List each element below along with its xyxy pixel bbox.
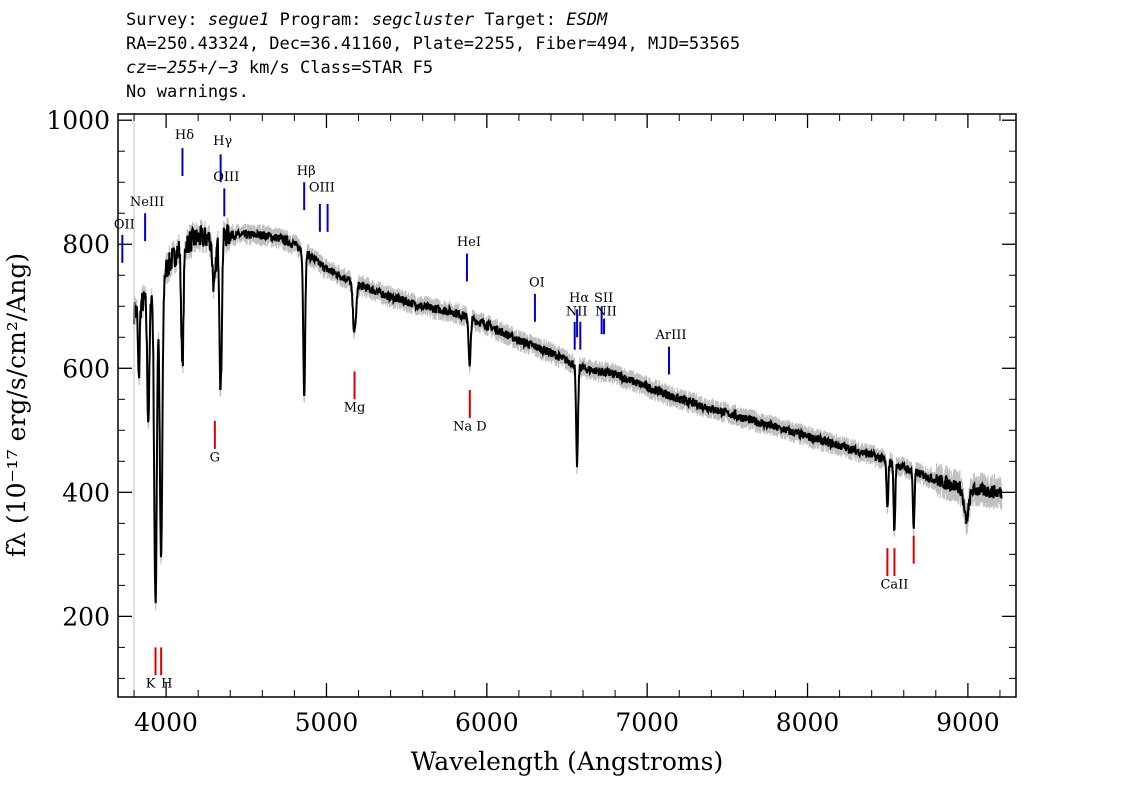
emission-line-label: Hγ (213, 134, 232, 149)
survey-label: Survey: (126, 10, 198, 30)
emission-line-label: NII (595, 305, 617, 320)
x-axis-title: Wavelength (Angstroms) (411, 747, 723, 776)
absorption-line-label: H (161, 677, 172, 692)
spectrum-header: Survey: segue1 Program: segcluster Targe… (126, 8, 740, 104)
axis-ticks: 4000 5000 6000 7000 8000 9000 200 400 600 800 1000 (46, 106, 1016, 737)
emission-line-label: HeI (457, 235, 481, 250)
survey-value: segue1 (207, 10, 270, 30)
cz-suffix: km/s Class=STAR F5 (238, 58, 434, 78)
x-tick-label: 5000 (295, 708, 359, 737)
spectral-line-markers: OIINeIIIHδHγOIIIHβOIIIHeIOINIIHαSIINIIAr… (114, 128, 915, 692)
emission-line-label: OII (114, 218, 135, 233)
x-tick-label: 9000 (936, 708, 1000, 737)
cz-prefix: cz= (126, 58, 157, 78)
target-value: ESDM (566, 10, 608, 30)
program-label: Program: (279, 10, 362, 30)
target-label: Target: (484, 10, 556, 30)
absorption-line-label: K (146, 677, 156, 692)
flux-error-band (133, 217, 1003, 610)
emission-line-label: Hα (569, 291, 589, 306)
header-line-coordinates: RA=250.43324, Dec=36.41160, Plate=2255, … (126, 34, 741, 54)
y-tick-label: 400 (62, 478, 110, 507)
cz-value: −255+/−3 (156, 58, 239, 78)
emission-line-label: OIII (309, 181, 335, 196)
emission-line-label: SII (594, 291, 613, 306)
flux-line (133, 224, 1003, 604)
x-tick-label: 8000 (776, 708, 840, 737)
x-tick-label: 4000 (134, 708, 198, 737)
y-tick-label: 200 (62, 602, 110, 631)
emission-line-label: Hβ (297, 164, 316, 179)
data-layer (133, 114, 1003, 697)
x-tick-label: 6000 (455, 708, 519, 737)
emission-line-label: ArIII (654, 328, 686, 343)
absorption-line-label: Mg (344, 401, 366, 416)
y-tick-label: 600 (62, 354, 110, 383)
plot-frame (117, 113, 1017, 698)
y-tick-label: 1000 (46, 106, 110, 135)
x-tick-label: 7000 (615, 708, 679, 737)
emission-line-label: OIII (213, 170, 239, 185)
absorption-line-label: G (210, 450, 220, 465)
absorption-line-label: CaII (880, 577, 908, 592)
header-line-warnings: No warnings. (126, 82, 249, 102)
header-line-redshift: cz=−255+/−3 km/s Class=STAR F5 (126, 56, 740, 80)
emission-line-label: Hδ (175, 128, 194, 143)
absorption-line-label: Na D (453, 419, 487, 434)
program-value: segcluster (371, 10, 475, 30)
emission-line-label: OI (529, 275, 545, 290)
emission-line-label: NeIII (130, 195, 164, 210)
y-axis-title: fλ (10⁻¹⁷ erg/s/cm²/Ang) (2, 253, 31, 557)
header-line-survey: Survey: segue1 Program: segcluster Targe… (126, 8, 740, 32)
y-tick-label: 800 (62, 230, 110, 259)
